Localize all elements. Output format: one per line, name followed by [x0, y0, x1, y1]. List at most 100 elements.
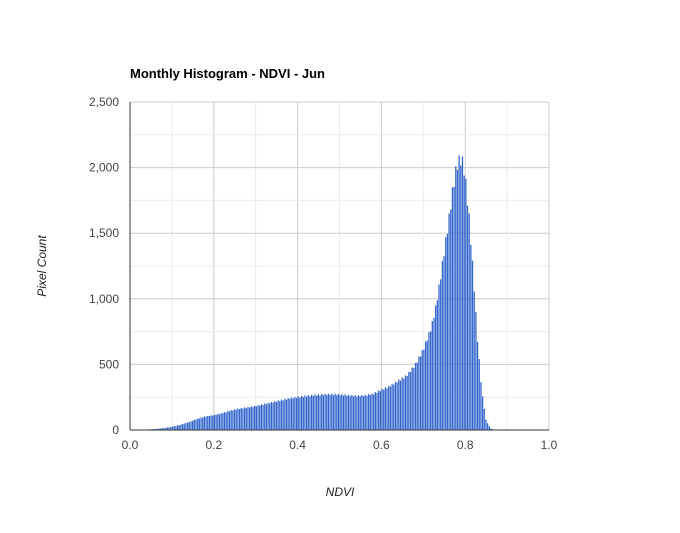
histogram-bar: [466, 205, 469, 430]
histogram-bar: [257, 405, 259, 430]
histogram-bar: [175, 425, 177, 430]
histogram-bar: [357, 395, 360, 430]
histogram-bar: [445, 237, 447, 430]
histogram-bar: [351, 394, 353, 430]
histogram-bar: [361, 394, 363, 430]
histogram-bar: [431, 321, 433, 430]
histogram-bar: [163, 428, 165, 430]
histogram-bar: [292, 398, 294, 430]
histogram-bar: [314, 394, 316, 430]
histogram-bar: [446, 234, 449, 430]
histogram-bar: [202, 417, 204, 430]
x-axis-label: NDVI: [326, 485, 355, 499]
histogram-bar: [222, 413, 224, 430]
histogram-bar: [326, 395, 328, 430]
histogram-bar: [307, 395, 309, 430]
histogram-bar: [443, 256, 445, 430]
histogram-bar: [160, 428, 162, 430]
histogram-bar: [480, 382, 482, 430]
histogram-bar: [267, 402, 269, 430]
histogram-bar: [156, 428, 159, 430]
histogram-bar: [344, 394, 346, 430]
histogram-bar: [155, 428, 157, 430]
histogram-bar: [275, 401, 278, 430]
histogram-bar: [378, 390, 380, 430]
histogram-bar: [316, 395, 318, 430]
histogram-bar: [197, 418, 199, 430]
histogram-bar: [247, 406, 249, 430]
histogram-bar: [270, 401, 273, 430]
histogram-bar: [322, 395, 325, 430]
y-tick-label: 2,000: [89, 161, 119, 175]
histogram-bar: [440, 279, 442, 430]
histogram-bar: [168, 427, 170, 430]
histogram-bar: [481, 396, 484, 430]
histogram-bar: [302, 397, 304, 430]
histogram-bar: [274, 401, 276, 430]
histogram-bar: [237, 408, 239, 430]
histogram-bar: [419, 356, 422, 430]
histogram-bar: [210, 415, 212, 430]
histogram-bar: [321, 393, 323, 430]
histogram-bar: [233, 409, 236, 430]
histogram-bar: [208, 416, 211, 430]
histogram-bar: [418, 356, 420, 430]
histogram-bar: [161, 428, 164, 430]
histogram-bar: [456, 169, 459, 430]
histogram-bar: [300, 395, 303, 430]
histogram-bar: [232, 410, 234, 430]
chart-title: Monthly Histogram - NDVI - Jun: [130, 66, 325, 81]
histogram-bar: [284, 398, 286, 430]
histogram-bar: [376, 392, 378, 430]
histogram-bar: [471, 260, 474, 430]
histogram-bar: [317, 394, 319, 430]
histogram-bar: [352, 396, 355, 430]
histogram-bar: [282, 400, 284, 430]
histogram-bar: [198, 418, 200, 430]
histogram-bar: [230, 410, 232, 430]
histogram-bar: [438, 284, 440, 430]
histogram-bar: [490, 428, 492, 430]
histogram-bar: [334, 393, 336, 430]
histogram-bar: [369, 395, 371, 430]
histogram-bar: [173, 426, 175, 430]
histogram-bar: [297, 396, 299, 430]
histogram-bar: [255, 406, 257, 430]
y-tick-label: 1,000: [89, 292, 119, 306]
histogram-bar: [460, 165, 462, 430]
histogram-bar: [421, 350, 423, 430]
histogram-bar: [362, 396, 365, 430]
histogram-bar: [180, 424, 182, 430]
histogram-bar: [424, 341, 427, 430]
histogram-bar: [272, 402, 274, 430]
y-tick-label: 1,500: [89, 226, 119, 240]
x-tick-label: 0.2: [205, 438, 222, 452]
histogram-bar: [435, 305, 437, 430]
histogram-bar: [192, 420, 194, 430]
histogram-bar: [220, 413, 222, 430]
histogram-bar: [367, 394, 370, 430]
histogram-bar: [215, 414, 217, 430]
histogram-bar: [188, 422, 190, 430]
histogram-bar: [186, 422, 189, 430]
histogram-bar: [245, 408, 247, 430]
histogram-bar: [264, 403, 266, 430]
histogram-bar: [252, 407, 254, 430]
histogram-bar: [478, 359, 480, 430]
histogram-bar: [465, 178, 467, 430]
histogram-bar: [411, 367, 413, 430]
histogram-bar: [346, 395, 348, 430]
histogram-bar: [374, 392, 376, 430]
histogram-bar: [428, 332, 430, 430]
y-axis-label: Pixel Count: [35, 235, 49, 297]
histogram-bar: [176, 425, 179, 430]
histogram-bar: [337, 393, 340, 430]
histogram-bar: [331, 393, 333, 430]
histogram-bar: [290, 397, 293, 430]
histogram-bar: [366, 395, 368, 430]
histogram-bar: [235, 409, 237, 430]
histogram-bar: [329, 395, 331, 430]
histogram-bar: [195, 419, 197, 430]
histogram-bar: [185, 423, 187, 430]
histogram-bar: [280, 399, 283, 430]
